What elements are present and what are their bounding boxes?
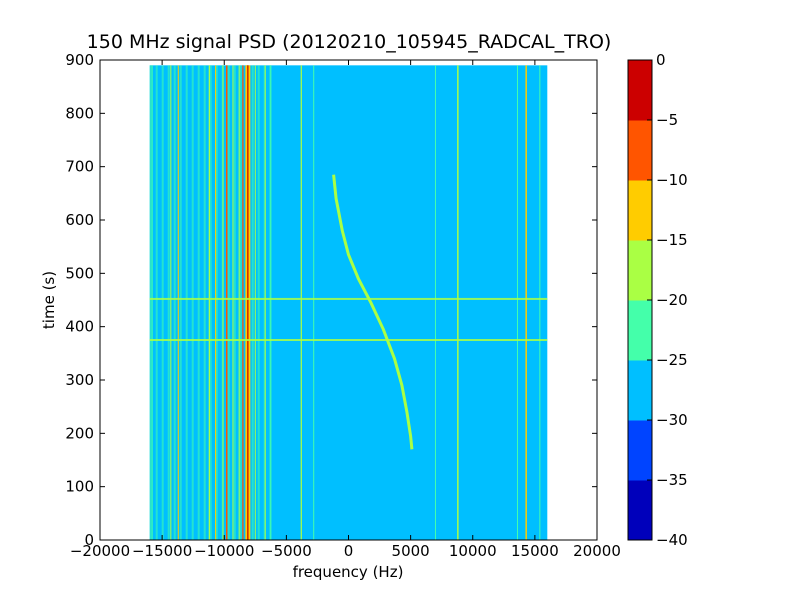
dense-stripe — [149, 65, 152, 540]
x-tick-label: 10000 — [449, 542, 497, 560]
vertical-line — [222, 65, 224, 540]
vertical-line — [457, 65, 459, 540]
dense-stripe — [239, 65, 242, 540]
vertical-line — [300, 65, 302, 540]
y-axis-ticks: 0 100 200 300 400 500 600 700 800 900 — [65, 51, 597, 549]
y-tick-label: 200 — [65, 424, 94, 442]
y-tick-label: 800 — [65, 104, 94, 122]
dense-stripe — [257, 65, 260, 540]
colorbar-tick-label: −20 — [656, 291, 688, 309]
y-tick-label: 100 — [65, 478, 94, 496]
vertical-line — [242, 65, 244, 540]
vertical-line — [313, 65, 315, 540]
colorbar-cell — [628, 60, 652, 121]
y-tick-label: 500 — [65, 264, 94, 282]
horizontal-line — [149, 339, 548, 341]
colorbar-tick-label: −35 — [656, 471, 688, 489]
x-axis-ticks: −20000 −15000 −10000 −5000 0 5000 10000 15000 20… — [70, 60, 621, 560]
vertical-line — [525, 65, 527, 540]
x-tick-label: 15000 — [511, 542, 559, 560]
y-tick-label: 700 — [65, 158, 94, 176]
dense-stripe — [233, 65, 236, 540]
dense-stripe — [203, 65, 206, 540]
colorbar-tick-label: −30 — [656, 411, 688, 429]
dense-stripe — [251, 65, 254, 540]
x-tick-label: −10000 — [194, 542, 254, 560]
colorbar-tick-label: −5 — [656, 111, 678, 129]
colorbar-cell — [628, 360, 652, 421]
vertical-line — [232, 65, 234, 540]
vertical-line — [208, 65, 210, 540]
colorbar-ticks: −40 −35 −30 −25 −20 −15 −10 −5 0 — [647, 51, 688, 549]
x-tick-label: −20000 — [70, 542, 130, 560]
x-tick-label: −15000 — [132, 542, 192, 560]
chirp-curve — [332, 174, 414, 450]
y-tick-label: 600 — [65, 211, 94, 229]
y-axis-label: time (s) — [40, 271, 58, 329]
vertical-line — [225, 65, 228, 540]
vertical-line — [516, 65, 518, 540]
y-tick-label: 300 — [65, 371, 94, 389]
y-tick-label: 400 — [65, 318, 94, 336]
dense-stripe — [155, 65, 158, 540]
colorbar-cell — [628, 120, 652, 181]
plot-area: −20000 −15000 −10000 −5000 0 5000 10000 15000 20… — [65, 51, 621, 560]
dense-stripe — [197, 65, 200, 540]
colorbar-cell — [628, 300, 652, 361]
colorbar: −40 −35 −30 −25 −20 −15 −10 −5 0 — [627, 51, 688, 549]
colorbar-cell — [628, 480, 652, 541]
colorbar-tick-label: 0 — [656, 51, 666, 69]
dense-stripe — [209, 65, 212, 540]
dense-stripe — [173, 65, 176, 540]
horizontal-line — [149, 297, 548, 300]
dense-stripe — [185, 65, 188, 540]
colorbar-tick-label: −10 — [656, 171, 688, 189]
colorbar-cell — [628, 420, 652, 481]
vertical-line — [238, 65, 240, 540]
vertical-line — [269, 65, 271, 540]
dense-stripe — [263, 65, 266, 540]
vertical-line — [254, 65, 256, 540]
dense-stripe — [167, 65, 170, 540]
x-tick-label: 20000 — [573, 542, 621, 560]
chart-title: 150 MHz signal PSD (20120210_105945_RADC… — [87, 31, 612, 53]
vertical-line — [434, 65, 436, 540]
vertical-line — [170, 65, 172, 540]
spectrogram-heatmap — [149, 65, 548, 540]
x-tick-label: 5000 — [392, 542, 430, 560]
dense-stripe — [161, 65, 164, 540]
colorbar-tick-label: −40 — [656, 531, 688, 549]
colorbar-cell — [628, 180, 652, 241]
vertical-line — [264, 65, 266, 540]
y-tick-label: 900 — [65, 51, 94, 69]
vertical-line — [177, 65, 179, 540]
vertical-line — [539, 65, 541, 540]
dense-stripe — [227, 65, 230, 540]
y-tick-label: 0 — [84, 531, 94, 549]
colorbar-tick-label: −15 — [656, 231, 688, 249]
vertical-line — [215, 65, 217, 540]
dense-stripe — [191, 65, 194, 540]
colorbar-tick-label: −25 — [656, 351, 688, 369]
vertical-line — [151, 65, 153, 540]
x-axis-label: frequency (Hz) — [293, 563, 404, 581]
dense-stripe — [215, 65, 218, 540]
x-tick-label: 0 — [344, 542, 354, 560]
colorbar-cell — [628, 240, 652, 301]
vertical-line — [247, 65, 249, 540]
dense-stripe — [179, 65, 182, 540]
x-tick-label: −5000 — [261, 542, 312, 560]
